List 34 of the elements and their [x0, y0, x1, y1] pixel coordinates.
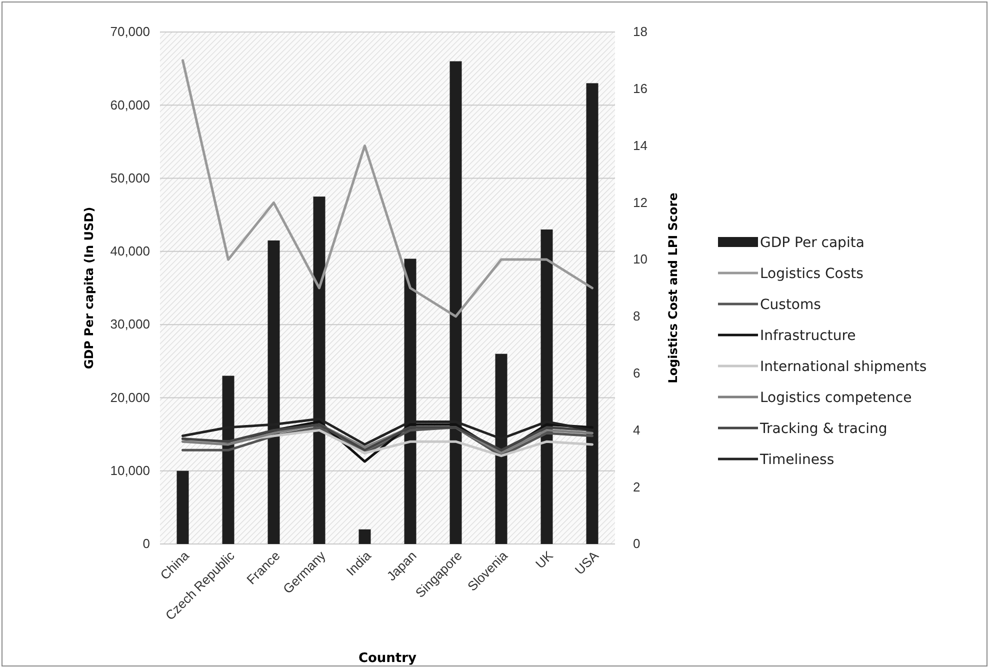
legend-label: Customs: [760, 297, 821, 313]
y-tick-label: 20,000: [110, 390, 150, 405]
y2-tick-label: 10: [633, 252, 648, 267]
y2-tick-label: 18: [633, 24, 648, 40]
legend-label: Infrastructure: [760, 328, 856, 344]
x-tick-label: USA: [572, 548, 602, 578]
legend-label: GDP Per capita: [760, 235, 864, 251]
y2-tick-label: 16: [633, 81, 648, 96]
legend-label: Tracking & tracing: [759, 421, 888, 437]
y-tick-label: 40,000: [110, 244, 150, 259]
bar: [358, 529, 371, 544]
y2-tick-label: 0: [633, 536, 640, 552]
legend-label: Timeliness: [759, 452, 834, 468]
x-tick-label: UK: [532, 548, 556, 572]
y-tick-label: 0: [142, 536, 150, 552]
y2-tick-label: 4: [633, 422, 640, 438]
y2-tick-label: 2: [633, 479, 640, 494]
legend-label: Logistics Costs: [760, 266, 864, 282]
y-tick-label: 30,000: [110, 316, 150, 332]
legend-label: International shipments: [760, 359, 927, 375]
y-axis-title: GDP Per capita (In USD): [82, 206, 96, 370]
line-series: [182, 59, 594, 318]
bar: [176, 470, 189, 544]
y-tick-label: 60,000: [110, 97, 150, 112]
y-tick-label: 10,000: [110, 463, 150, 478]
y-tick-label: 50,000: [110, 170, 150, 186]
y2-tick-label: 8: [633, 308, 640, 324]
y2-tick-label: 14: [633, 138, 648, 153]
legend-label: Logistics competence: [760, 390, 912, 406]
y-tick-label: 70,000: [110, 24, 150, 40]
y2-axis-title: Logistics Cost and LPI Score: [666, 192, 680, 384]
y2-tick-label: 12: [633, 194, 648, 210]
x-axis-title: Country: [358, 651, 418, 666]
y2-tick-label: 6: [633, 365, 640, 380]
